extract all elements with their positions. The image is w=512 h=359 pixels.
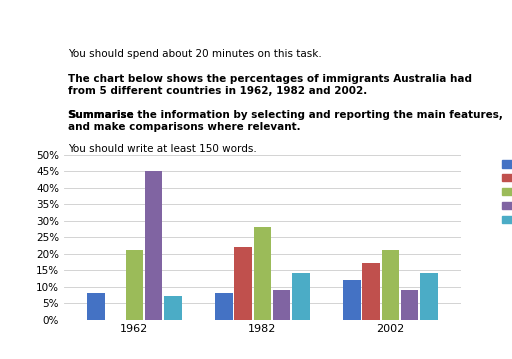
Bar [215,293,233,320]
Text: You should write at least 150 words.: You should write at least 150 words. [68,144,257,154]
Bar [420,273,438,320]
Text: Summarise the information by selecting and reporting the main features,
and make: Summarise the information by selecting a… [68,110,503,132]
Bar [401,290,418,320]
Bar [343,280,361,320]
Text: Summarise: Summarise [68,110,134,120]
Bar [381,250,399,320]
Bar [292,273,310,320]
Bar [234,247,252,320]
Bar [164,297,182,320]
Bar [87,293,105,320]
Bar [253,227,271,320]
Text: You should spend about 20 minutes on this task.: You should spend about 20 minutes on thi… [68,49,322,59]
Bar [273,290,290,320]
Text: The chart below shows the percentages of immigrants Australia had
from 5 differe: The chart below shows the percentages of… [68,74,472,96]
Bar [145,171,162,320]
Legend: New Zealand, Vietnam, Italy, UK, India: New Zealand, Vietnam, Italy, UK, India [499,156,512,228]
Bar [362,264,380,320]
Bar [125,250,143,320]
